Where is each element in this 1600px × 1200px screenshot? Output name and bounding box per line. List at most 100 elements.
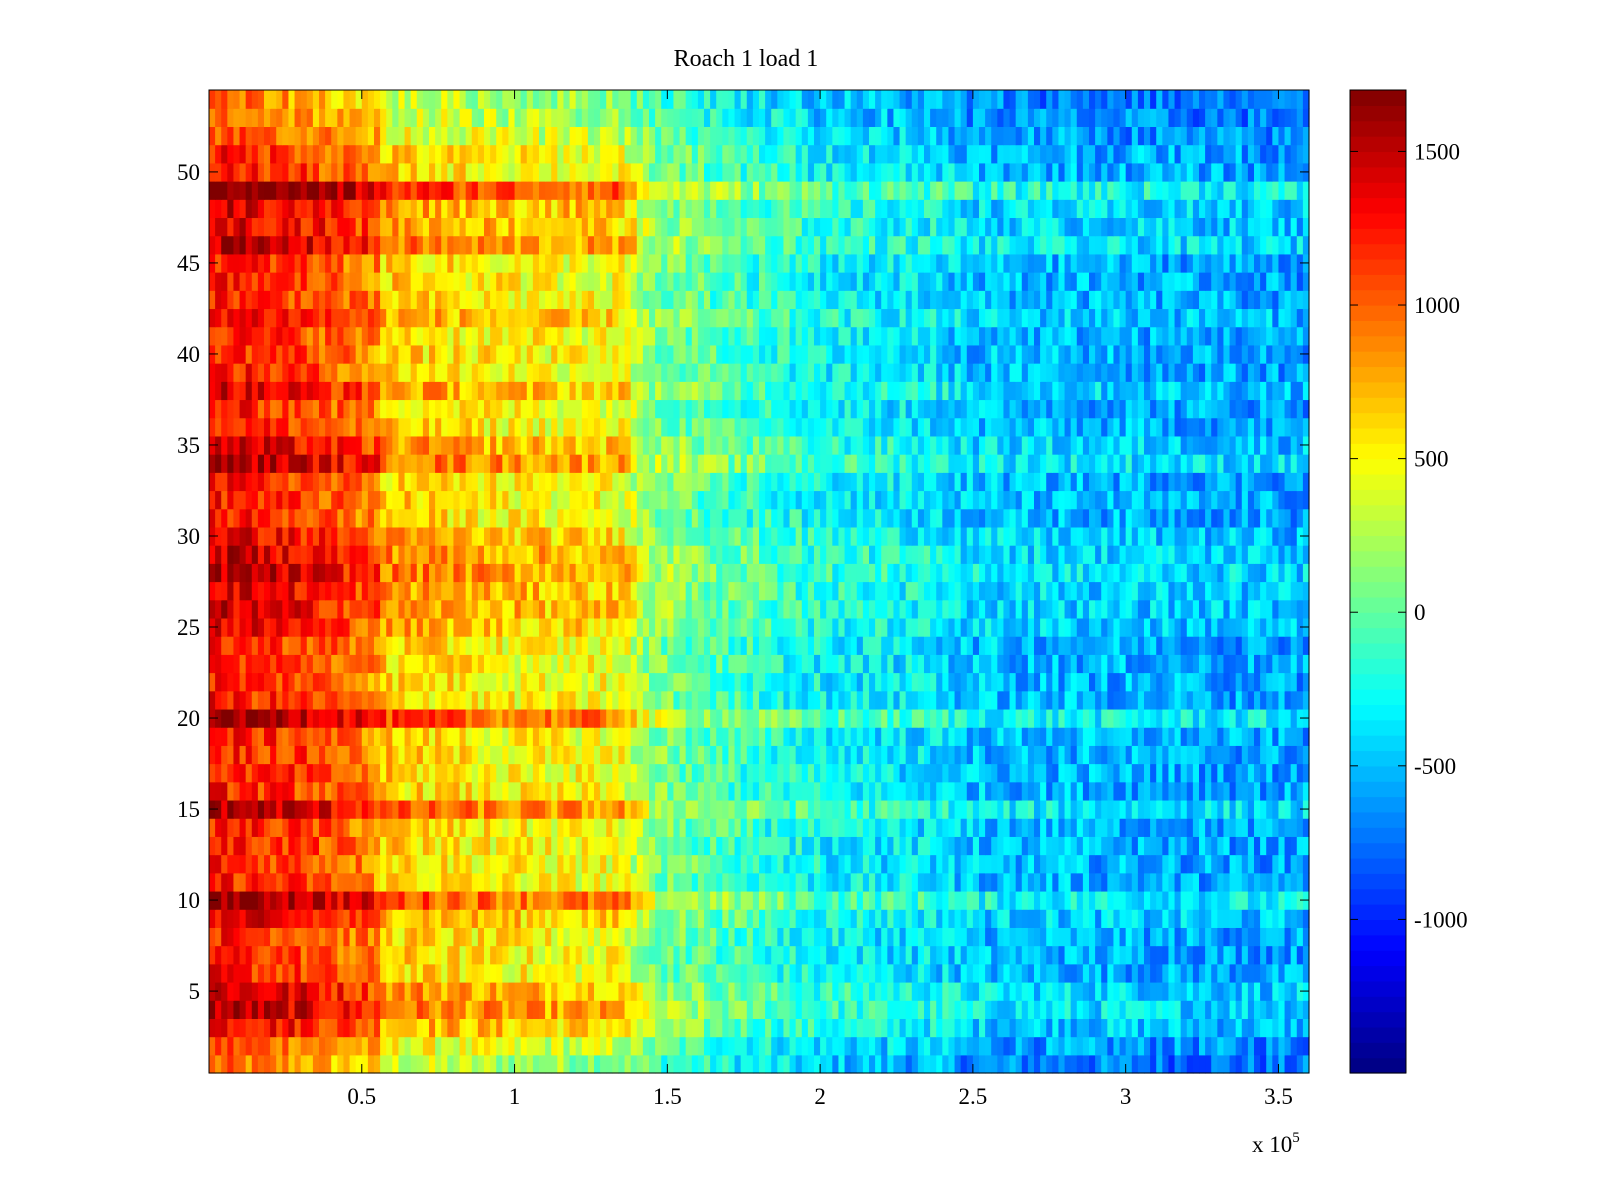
heatmap-cell bbox=[569, 599, 577, 619]
heatmap-cell bbox=[740, 1018, 748, 1038]
heatmap-cell bbox=[1199, 799, 1206, 819]
heatmap-cell bbox=[624, 1000, 632, 1019]
heatmap-cell bbox=[331, 563, 338, 583]
heatmap-cell bbox=[1296, 1018, 1304, 1038]
heatmap-cell bbox=[1260, 1000, 1267, 1019]
heatmap-cell bbox=[710, 927, 717, 947]
heatmap-cell bbox=[1150, 890, 1157, 910]
heatmap-cell bbox=[221, 799, 228, 819]
heatmap-cell bbox=[1229, 763, 1237, 783]
heatmap-cell bbox=[814, 563, 821, 583]
heatmap-cell bbox=[1052, 763, 1060, 783]
heatmap-cell bbox=[264, 836, 271, 856]
heatmap-cell bbox=[942, 781, 950, 801]
heatmap-cell bbox=[1046, 654, 1053, 674]
heatmap-cell bbox=[875, 854, 882, 874]
heatmap-cell bbox=[300, 799, 308, 819]
heatmap-cell bbox=[612, 1018, 620, 1038]
heatmap-cell bbox=[1260, 727, 1267, 746]
heatmap-cell bbox=[1027, 672, 1035, 692]
heatmap-cell bbox=[245, 854, 253, 874]
heatmap-cell bbox=[361, 963, 369, 983]
heatmap-cell bbox=[551, 909, 558, 928]
heatmap-cell bbox=[1064, 599, 1072, 619]
heatmap-cell bbox=[1052, 945, 1060, 965]
heatmap-cell bbox=[1254, 945, 1261, 965]
heatmap-cell bbox=[771, 890, 778, 910]
heatmap-cell bbox=[221, 1018, 228, 1038]
heatmap-cell bbox=[600, 909, 607, 928]
heatmap-cell bbox=[649, 909, 656, 928]
heatmap-cell bbox=[667, 781, 675, 801]
heatmap-cell bbox=[991, 781, 998, 801]
heatmap-cell bbox=[1223, 1000, 1231, 1019]
heatmap-cell bbox=[587, 1000, 595, 1019]
heatmap-cell bbox=[667, 854, 675, 874]
heatmap-cell bbox=[649, 1018, 656, 1038]
heatmap-cell bbox=[215, 945, 222, 965]
heatmap-cell bbox=[862, 563, 870, 583]
heatmap-cell bbox=[722, 1000, 730, 1019]
heatmap-cell bbox=[343, 927, 351, 947]
heatmap-cell bbox=[1241, 672, 1249, 692]
heatmap-cell bbox=[1266, 690, 1273, 710]
heatmap-cell bbox=[917, 727, 925, 746]
heatmap-cell bbox=[422, 818, 430, 837]
heatmap-cell bbox=[881, 890, 888, 910]
heatmap-cell bbox=[1058, 745, 1066, 765]
heatmap-cell bbox=[728, 1054, 736, 1074]
heatmap-cell bbox=[215, 617, 222, 637]
heatmap-cell bbox=[1034, 654, 1041, 674]
heatmap-cell bbox=[477, 599, 485, 619]
heatmap-cell bbox=[1021, 636, 1029, 655]
heatmap-cell bbox=[1131, 799, 1139, 819]
heatmap-cell bbox=[1223, 1036, 1231, 1056]
heatmap-cell bbox=[502, 727, 510, 746]
heatmap-cell bbox=[746, 1000, 754, 1019]
heatmap-cell bbox=[484, 927, 491, 947]
heatmap-cell bbox=[404, 599, 412, 619]
heatmap-cell bbox=[1260, 836, 1267, 856]
heatmap-cell bbox=[1278, 636, 1286, 655]
heatmap-cell bbox=[759, 599, 766, 619]
heatmap-cell bbox=[722, 909, 730, 928]
heatmap-cell bbox=[1082, 909, 1090, 928]
heatmap-cell bbox=[600, 1000, 607, 1019]
heatmap-cell bbox=[1003, 836, 1011, 856]
heatmap-cell bbox=[1241, 836, 1249, 856]
heatmap-cell bbox=[911, 690, 919, 710]
heatmap-cell bbox=[1119, 836, 1127, 856]
heatmap-cell bbox=[221, 945, 228, 965]
heatmap-cell bbox=[1266, 781, 1273, 801]
heatmap-cell bbox=[1046, 1054, 1053, 1074]
heatmap-cell bbox=[1052, 745, 1060, 765]
heatmap-cell bbox=[985, 727, 992, 746]
heatmap-cell bbox=[1247, 1054, 1255, 1074]
heatmap-cell bbox=[325, 909, 332, 928]
heatmap-cell bbox=[826, 745, 833, 765]
heatmap-cell bbox=[887, 781, 895, 801]
heatmap-cell bbox=[441, 945, 448, 965]
heatmap-cell bbox=[850, 563, 858, 583]
heatmap-cell bbox=[1101, 836, 1108, 856]
heatmap-cell bbox=[270, 654, 277, 674]
heatmap-cell bbox=[270, 981, 277, 1001]
heatmap-cell bbox=[545, 890, 552, 910]
heatmap-cell bbox=[1156, 599, 1163, 619]
heatmap-cell bbox=[697, 1036, 705, 1056]
heatmap-cell bbox=[777, 581, 785, 601]
heatmap-cell bbox=[734, 581, 742, 601]
heatmap-cell bbox=[319, 1036, 326, 1056]
heatmap-cell bbox=[649, 654, 656, 674]
heatmap-cell bbox=[416, 708, 424, 728]
heatmap-cell bbox=[386, 690, 393, 710]
heatmap-cell bbox=[917, 1000, 925, 1019]
heatmap-cell bbox=[691, 890, 699, 910]
heatmap-cell bbox=[435, 727, 442, 746]
heatmap-cell bbox=[832, 654, 840, 674]
heatmap-cell bbox=[520, 854, 528, 874]
heatmap-cell bbox=[288, 799, 296, 819]
heatmap-cell bbox=[691, 599, 699, 619]
heatmap-cell bbox=[453, 599, 461, 619]
heatmap-cell bbox=[1064, 672, 1072, 692]
